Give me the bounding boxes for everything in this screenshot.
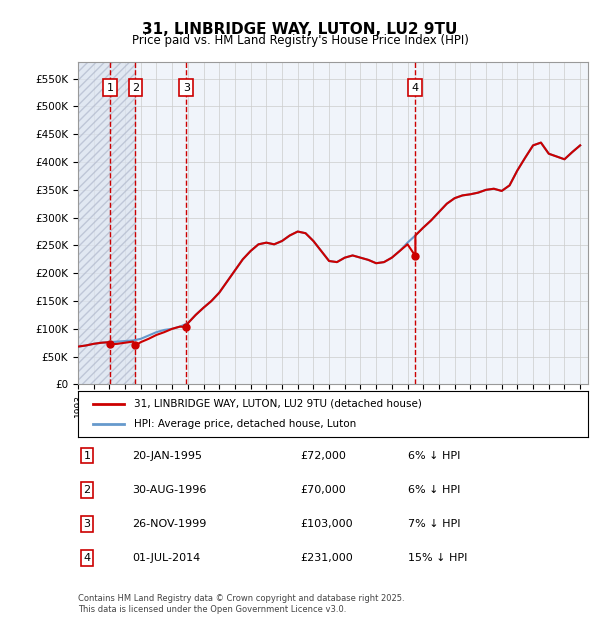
Text: £70,000: £70,000 — [300, 485, 346, 495]
Text: 01-JUL-2014: 01-JUL-2014 — [132, 553, 200, 563]
Text: Price paid vs. HM Land Registry's House Price Index (HPI): Price paid vs. HM Land Registry's House … — [131, 34, 469, 47]
Text: 15% ↓ HPI: 15% ↓ HPI — [408, 553, 467, 563]
Text: 4: 4 — [83, 553, 91, 563]
Bar — [78, 62, 136, 384]
Text: 3: 3 — [83, 519, 91, 529]
Text: 1: 1 — [83, 451, 91, 461]
Text: 30-AUG-1996: 30-AUG-1996 — [132, 485, 206, 495]
Text: 20-JAN-1995: 20-JAN-1995 — [132, 451, 202, 461]
Text: 3: 3 — [183, 83, 190, 93]
Text: HPI: Average price, detached house, Luton: HPI: Average price, detached house, Luto… — [134, 419, 356, 429]
Text: 4: 4 — [412, 83, 419, 93]
Text: £231,000: £231,000 — [300, 553, 353, 563]
Text: Contains HM Land Registry data © Crown copyright and database right 2025.
This d: Contains HM Land Registry data © Crown c… — [78, 595, 404, 614]
Text: £103,000: £103,000 — [300, 519, 353, 529]
Text: 7% ↓ HPI: 7% ↓ HPI — [408, 519, 461, 529]
Text: 31, LINBRIDGE WAY, LUTON, LU2 9TU (detached house): 31, LINBRIDGE WAY, LUTON, LU2 9TU (detac… — [134, 399, 422, 409]
Text: 6% ↓ HPI: 6% ↓ HPI — [408, 451, 460, 461]
Text: 2: 2 — [83, 485, 91, 495]
Text: 31, LINBRIDGE WAY, LUTON, LU2 9TU: 31, LINBRIDGE WAY, LUTON, LU2 9TU — [142, 22, 458, 37]
Text: 6% ↓ HPI: 6% ↓ HPI — [408, 485, 460, 495]
Text: 2: 2 — [132, 83, 139, 93]
Text: 26-NOV-1999: 26-NOV-1999 — [132, 519, 206, 529]
Text: £72,000: £72,000 — [300, 451, 346, 461]
Text: 1: 1 — [107, 83, 113, 93]
